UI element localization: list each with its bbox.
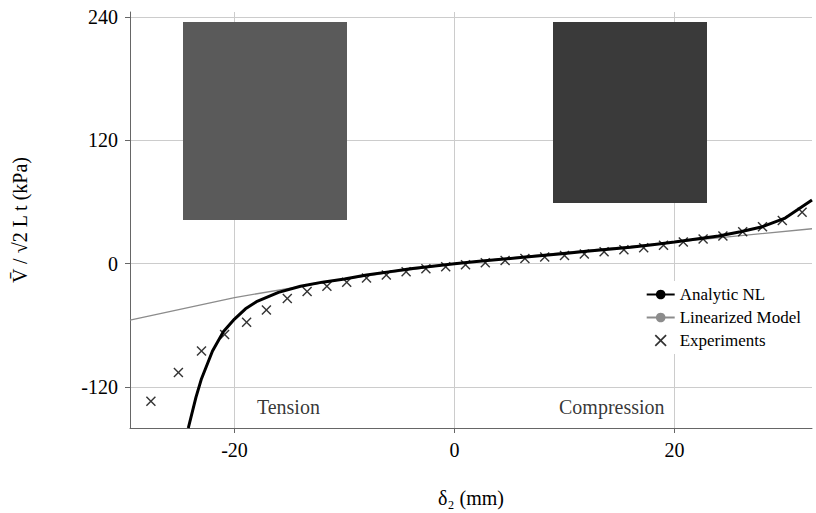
svg-text:240: 240 (88, 6, 118, 28)
svg-text:-120: -120 (81, 376, 118, 398)
svg-text:Linearized Model: Linearized Model (680, 308, 802, 327)
svg-text:δ₂ (mm): δ₂ (mm) (438, 487, 504, 510)
svg-text:0: 0 (450, 439, 460, 461)
svg-text:-20: -20 (221, 439, 248, 461)
svg-text:120: 120 (88, 129, 118, 151)
svg-text:Experiments: Experiments (680, 331, 766, 350)
svg-text:Analytic NL: Analytic NL (680, 285, 765, 304)
svg-text:0: 0 (108, 253, 118, 275)
svg-text:V̄ / √2 L t (kPa): V̄ / √2 L t (kPa) (9, 157, 32, 283)
svg-text:20: 20 (665, 439, 685, 461)
svg-text:Compression: Compression (559, 396, 665, 419)
svg-text:Tension: Tension (257, 396, 320, 418)
